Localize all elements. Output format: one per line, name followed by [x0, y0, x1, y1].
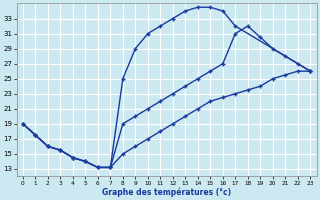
X-axis label: Graphe des températures (°c): Graphe des températures (°c) [102, 187, 231, 197]
